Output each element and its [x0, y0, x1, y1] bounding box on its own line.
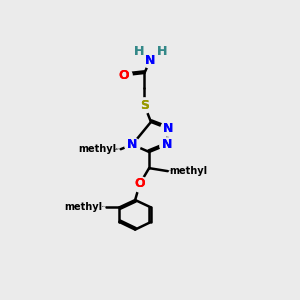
Text: O: O	[118, 69, 129, 82]
Text: methyl: methyl	[169, 166, 207, 176]
Text: methyl: methyl	[64, 202, 102, 212]
Text: methyl: methyl	[78, 144, 117, 154]
Text: N: N	[163, 122, 173, 135]
Text: H: H	[134, 44, 144, 58]
Text: H: H	[157, 44, 167, 58]
Text: methyl: methyl	[114, 148, 119, 150]
Text: N: N	[145, 54, 155, 67]
Text: methyl3: methyl3	[102, 206, 108, 207]
Text: O: O	[118, 69, 129, 82]
Text: N: N	[127, 138, 137, 151]
Text: N: N	[162, 138, 172, 151]
Text: O: O	[134, 177, 145, 190]
Text: N: N	[163, 122, 173, 135]
Text: O: O	[134, 177, 145, 190]
Text: H: H	[134, 44, 144, 58]
Text: S: S	[140, 99, 149, 112]
Text: N: N	[145, 54, 155, 67]
Text: H: H	[157, 44, 167, 58]
Text: S: S	[140, 99, 149, 112]
Text: N: N	[162, 138, 172, 151]
Text: N: N	[127, 138, 137, 151]
Text: methyl: methyl	[116, 148, 121, 149]
Text: methyl2: methyl2	[168, 170, 173, 171]
